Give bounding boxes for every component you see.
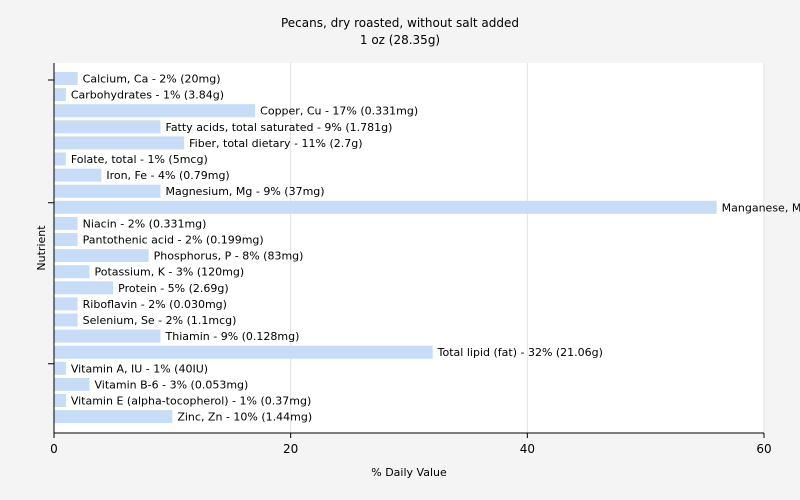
bar-13 bbox=[54, 265, 90, 279]
bar-11 bbox=[54, 233, 78, 246]
bars bbox=[54, 72, 717, 424]
bar-9 bbox=[54, 200, 717, 214]
bar-14 bbox=[54, 281, 114, 295]
bar-label-17: Thiamin - 9% (0.128mg) bbox=[165, 330, 300, 343]
x-axis-title: % Daily Value bbox=[371, 466, 447, 479]
bar-15 bbox=[54, 297, 78, 311]
bar-label-8: Magnesium, Mg - 9% (37mg) bbox=[166, 185, 325, 198]
bar-label-1: Calcium, Ca - 2% (20mg) bbox=[83, 73, 221, 86]
bar-label-13: Potassium, K - 3% (120mg) bbox=[95, 266, 245, 279]
bar-label-2: Carbohydrates - 1% (3.84g) bbox=[71, 89, 224, 102]
bar-label-5: Fiber, total dietary - 11% (2.7g) bbox=[189, 137, 362, 150]
bar-6 bbox=[54, 152, 66, 166]
plot-background bbox=[54, 63, 764, 433]
bar-label-10: Niacin - 2% (0.331mg) bbox=[83, 217, 207, 230]
bar-label-15: Riboflavin - 2% (0.030mg) bbox=[83, 298, 227, 311]
axes bbox=[48, 63, 765, 438]
plot-area: Calcium, Ca - 2% (20mg) Carbohydrates - 1… bbox=[48, 63, 800, 456]
bar-label-21: Vitamin E (alpha-tocopherol) - 1% (0.37m… bbox=[71, 395, 311, 408]
bar-label-19: Vitamin A, IU - 1% (40IU) bbox=[71, 362, 208, 375]
chart-subtitle: 1 oz (28.35g) bbox=[360, 33, 440, 47]
bar-label-18: Total lipid (fat) - 32% (21.06g) bbox=[437, 346, 603, 359]
bar-label-11: Pantothenic acid - 2% (0.199mg) bbox=[83, 234, 264, 247]
bar-3 bbox=[54, 104, 256, 118]
bar-label-4: Fatty acids, total saturated - 9% (1.781… bbox=[166, 121, 393, 134]
bar-12 bbox=[54, 249, 149, 263]
bar-labels: Calcium, Ca - 2% (20mg) Carbohydrates - 1… bbox=[71, 73, 800, 424]
bar-label-22: Zinc, Zn - 10% (1.44mg) bbox=[177, 411, 312, 424]
bar-18 bbox=[54, 345, 433, 359]
bar-20 bbox=[54, 377, 90, 391]
bar-7 bbox=[54, 168, 102, 182]
gridlines bbox=[290, 63, 765, 433]
y-axis-title: Nutrient bbox=[35, 225, 48, 271]
bar-21 bbox=[54, 394, 66, 407]
x-tick-label: 0 bbox=[50, 442, 58, 456]
bar-label-6: Folate, total - 1% (5mcg) bbox=[71, 153, 208, 166]
x-tick-label: 40 bbox=[520, 442, 535, 456]
x-tick-label: 60 bbox=[756, 442, 771, 456]
bar-label-16: Selenium, Se - 2% (1.1mcg) bbox=[83, 314, 237, 327]
bar-10 bbox=[54, 216, 78, 230]
bar-16 bbox=[54, 313, 78, 327]
bar-8 bbox=[54, 184, 161, 198]
x-tick-label: 20 bbox=[283, 442, 298, 456]
x-tick-labels: 0 20 40 60 bbox=[50, 442, 771, 456]
bar-label-20: Vitamin B-6 - 3% (0.053mg) bbox=[95, 378, 249, 391]
bar-label-9: Manganese, Mn - 56% (1.115mg) bbox=[722, 201, 800, 214]
bar-label-3: Copper, Cu - 17% (0.331mg) bbox=[260, 105, 418, 118]
bar-label-12: Phosphorus, P - 8% (83mg) bbox=[154, 250, 304, 263]
chart-title: Pecans, dry roasted, without salt added bbox=[281, 16, 519, 30]
bar-2 bbox=[54, 88, 66, 102]
bar-5 bbox=[54, 136, 185, 150]
bar-17 bbox=[54, 329, 161, 343]
bar-4 bbox=[54, 120, 161, 134]
bar-label-14: Protein - 5% (2.69g) bbox=[118, 282, 229, 295]
bar-1 bbox=[54, 72, 78, 85]
bar-label-7: Iron, Fe - 4% (0.79mg) bbox=[106, 169, 229, 182]
bar-22 bbox=[54, 410, 173, 424]
bar-19 bbox=[54, 361, 66, 375]
